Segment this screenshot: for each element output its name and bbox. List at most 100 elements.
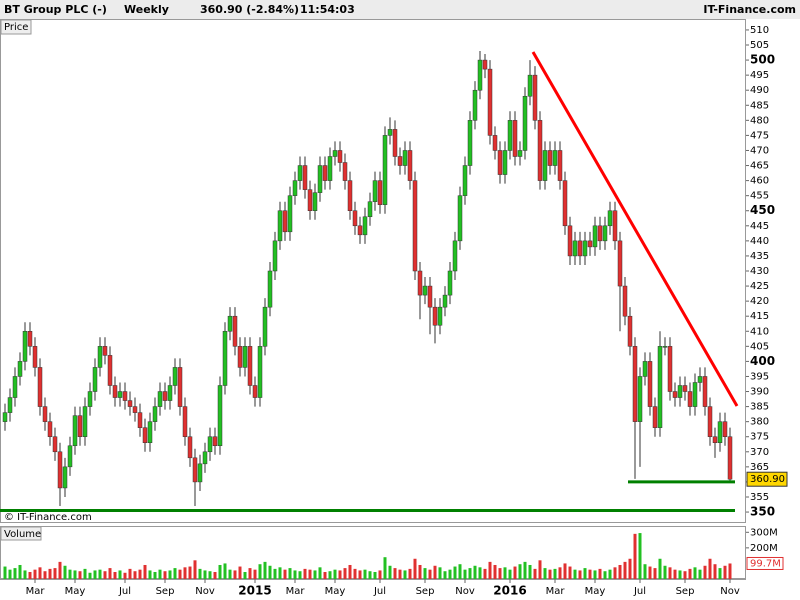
- price-label: Price: [4, 22, 28, 33]
- y-tick-label: 500: [750, 53, 775, 67]
- volume-bar: [513, 566, 517, 579]
- y-tick-label: 410: [750, 326, 769, 337]
- candle-body: [172, 367, 178, 386]
- x-tick-label: May: [585, 586, 606, 597]
- volume-bar: [528, 564, 532, 579]
- candle-body: [77, 415, 83, 437]
- volume-bar: [503, 567, 507, 579]
- candle-body: [237, 346, 243, 368]
- volume-bar: [168, 570, 172, 579]
- y-tick-label: 480: [750, 115, 769, 126]
- candle-body: [617, 240, 623, 287]
- candle-body: [657, 346, 663, 428]
- candle-body: [562, 180, 568, 227]
- x-tick-label: Sep: [156, 586, 175, 597]
- candle-body: [477, 59, 483, 91]
- candle-body: [137, 412, 143, 428]
- volume-bar: [458, 564, 462, 579]
- candle-body: [312, 192, 318, 211]
- x-tick-label: Nov: [455, 586, 475, 597]
- candle-body: [662, 346, 668, 348]
- candle-body: [572, 240, 578, 257]
- volume-bar: [343, 568, 347, 579]
- volume-bar: [573, 569, 577, 579]
- candle-body: [367, 201, 373, 218]
- volume-bar: [403, 570, 407, 579]
- candle-body: [712, 436, 718, 444]
- candle-body: [297, 165, 303, 181]
- candle-body: [687, 391, 693, 407]
- header-bar: [0, 0, 800, 19]
- volume-bar: [308, 569, 312, 579]
- last-price-box: [746, 471, 788, 487]
- volume-bar: [188, 566, 192, 579]
- candle-body: [567, 225, 573, 257]
- candle-body: [402, 150, 408, 166]
- volume-bar: [198, 568, 202, 579]
- candle-body: [197, 463, 203, 483]
- volume-bar: [273, 568, 277, 579]
- volume-bar: [433, 565, 437, 579]
- candle-body: [317, 165, 323, 193]
- volume-bar: [523, 561, 527, 579]
- candle-body: [407, 150, 413, 181]
- candle-body: [57, 451, 63, 489]
- y-tick-label: 405: [750, 341, 769, 352]
- candle-body: [442, 294, 448, 308]
- volume-bar: [253, 569, 257, 579]
- candle-body: [592, 225, 598, 248]
- candle-body: [242, 346, 248, 368]
- y-tick-label: 445: [750, 221, 769, 232]
- volume-bar: [478, 567, 482, 579]
- candle-body: [27, 331, 33, 347]
- y-tick-label: 350: [750, 505, 775, 519]
- volume-bar: [568, 566, 572, 579]
- price-panel: [0, 19, 746, 523]
- x-tick-label: Jul: [118, 586, 131, 597]
- candle-body: [437, 306, 443, 326]
- candle-body: [337, 150, 343, 163]
- volume-bar: [108, 568, 112, 579]
- volume-bar: [93, 570, 97, 579]
- candle-body: [217, 385, 223, 447]
- volume-bar: [723, 565, 727, 579]
- price-change: 360.90 (-2.84%): [200, 3, 299, 16]
- volume-bar: [463, 569, 467, 579]
- candle-body: [487, 68, 493, 136]
- candle-body: [192, 457, 198, 483]
- volume-bar: [263, 561, 267, 579]
- volume-bar: [23, 570, 27, 579]
- volume-bar: [118, 570, 122, 579]
- candle-body: [92, 367, 98, 392]
- volume-bar: [318, 567, 322, 579]
- volume-bar: [668, 567, 672, 579]
- volume-bar: [413, 558, 417, 579]
- volume-bar: [368, 571, 372, 579]
- candle-body: [502, 150, 508, 175]
- candle-body: [597, 225, 603, 242]
- y-tick-label: 355: [750, 492, 769, 503]
- volume-bar: [353, 568, 357, 579]
- candle-body: [627, 315, 633, 347]
- volume-bar: [63, 565, 67, 579]
- candle-body: [42, 406, 48, 422]
- volume-bar: [508, 569, 512, 579]
- y-tick-label: 425: [750, 281, 769, 292]
- volume-bar: [563, 563, 567, 579]
- volume-bar: [608, 569, 612, 579]
- volume-bar: [43, 571, 47, 579]
- volume-bar: [538, 560, 542, 579]
- x-tick-label: May: [65, 586, 86, 597]
- x-tick-label: Mar: [546, 586, 566, 597]
- y-tick-label: 395: [750, 371, 769, 382]
- candle-body: [577, 240, 583, 257]
- volume-bar: [498, 568, 502, 579]
- volume-bar: [593, 570, 597, 579]
- volume-bar: [583, 568, 587, 579]
- candle-body: [677, 385, 683, 398]
- candle-body: [707, 406, 713, 437]
- x-tick-label: Sep: [416, 586, 435, 597]
- last-volume-label: 99.7M: [750, 558, 781, 569]
- candle-body: [497, 150, 503, 175]
- candle-body: [82, 406, 88, 437]
